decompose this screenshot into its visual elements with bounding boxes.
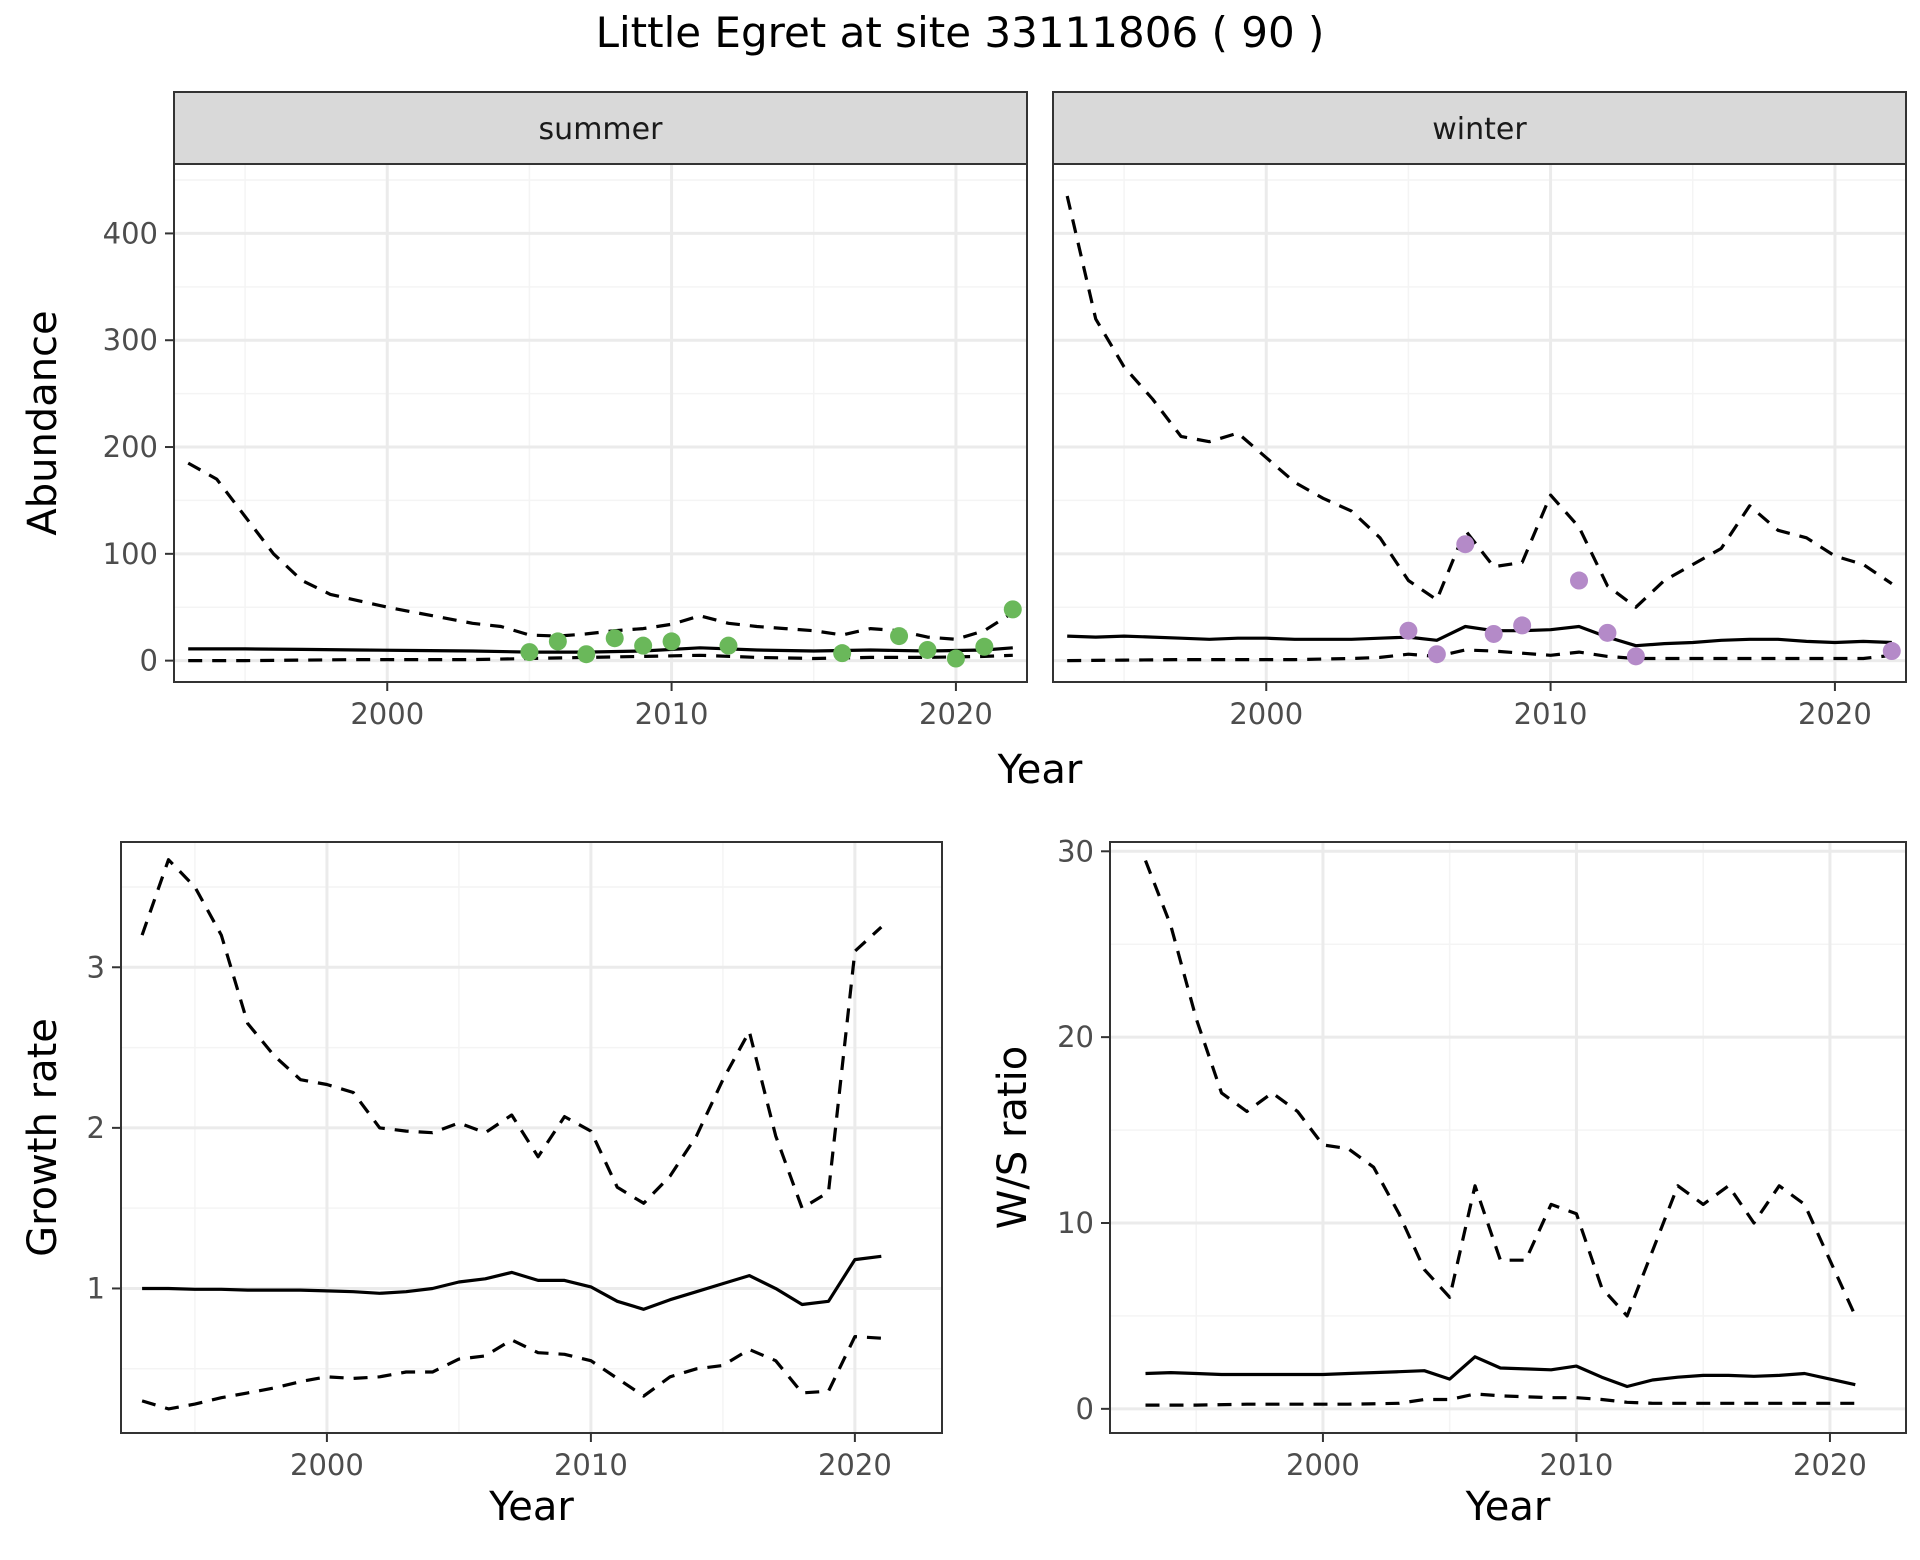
data-point-observed — [1484, 624, 1503, 643]
x-tick-label: 2000 — [1286, 1448, 1360, 1482]
panel-border — [120, 841, 943, 1434]
y-tick-label: 10 — [1057, 1206, 1094, 1240]
series-line-lower — [141, 1334, 882, 1411]
series-line-upper — [140, 858, 883, 1210]
y-axis-title: Abundance — [20, 310, 66, 535]
y-tick-label: 0 — [1076, 1392, 1094, 1426]
y-tick-label: 20 — [1057, 1020, 1094, 1054]
series-line-estimate — [1145, 1355, 1856, 1389]
x-tick-label: 2020 — [1793, 1448, 1867, 1482]
x-axis-title: Year — [488, 1484, 574, 1530]
panel-border — [1052, 163, 1907, 683]
data-point-observed — [662, 632, 681, 651]
data-point-observed — [890, 627, 909, 646]
series-line-upper — [1065, 195, 1893, 609]
x-tick-label: 2020 — [919, 697, 993, 731]
data-point-observed — [1456, 535, 1475, 554]
panel-border — [173, 163, 1028, 683]
data-point-observed — [577, 645, 596, 664]
series-line-estimate — [188, 646, 1013, 654]
chart-panel-2: winter 2000 2010 2020 — [1052, 91, 1907, 731]
y-axis-title: W/S ratio — [990, 1046, 1036, 1229]
facet-x-axis-title: Year — [997, 747, 1083, 793]
x-tick-label: 2010 — [554, 1448, 628, 1482]
x-tick-label: 2000 — [1229, 697, 1303, 731]
data-point-observed — [1003, 600, 1022, 619]
y-tick-label: 100 — [103, 537, 158, 571]
x-tick-label: 2010 — [635, 697, 709, 731]
series-line-estimate — [142, 1254, 882, 1311]
chart-panel-3: 2000 2010 2020 1 2 3 Growth rate Year — [20, 841, 943, 1530]
y-tick-label: 1 — [87, 1271, 105, 1305]
chart-panel-4: 2000 2010 2020 0 10 20 30 W/S ratio Year — [990, 834, 1907, 1530]
data-point-observed — [1626, 647, 1645, 666]
y-tick-label: 200 — [103, 430, 158, 464]
data-point-observed — [634, 636, 653, 655]
data-point-observed — [1570, 571, 1589, 590]
x-tick-label: 2000 — [350, 697, 424, 731]
facet-strip — [173, 91, 1028, 165]
series-line-upper — [1144, 860, 1857, 1318]
y-tick-label: 0 — [140, 644, 158, 678]
y-tick-label: 300 — [103, 323, 158, 357]
data-point-observed — [1882, 642, 1901, 661]
panel-border — [1109, 841, 1907, 1434]
data-point-observed — [833, 644, 852, 663]
data-point-observed — [520, 643, 539, 662]
data-point-observed — [719, 636, 738, 655]
chart-panel-1: summer 2000 2010 2020 0 100 200 300 400 Abundance — [20, 91, 1028, 731]
series-line-upper — [187, 461, 1014, 641]
data-point-observed — [548, 632, 567, 651]
x-tick-label: 2010 — [1514, 697, 1588, 731]
x-tick-label: 2020 — [818, 1448, 892, 1482]
data-point-observed — [1427, 645, 1446, 664]
x-tick-label: 2020 — [1798, 697, 1872, 731]
facet-strip — [1052, 91, 1907, 165]
data-point-observed — [918, 640, 937, 659]
data-point-observed — [1598, 623, 1617, 642]
series-line-estimate — [1067, 624, 1892, 648]
y-tick-label: 2 — [87, 1111, 105, 1145]
data-point-observed — [605, 629, 624, 648]
y-tick-label: 400 — [103, 216, 158, 250]
facet-strip-label: winter — [1432, 112, 1527, 147]
x-tick-label: 2010 — [1540, 1448, 1614, 1482]
y-tick-label: 3 — [87, 950, 105, 984]
series-line-lower — [1067, 648, 1892, 663]
data-point-observed — [975, 637, 994, 656]
data-point-observed — [946, 649, 965, 668]
y-tick-label: 30 — [1057, 834, 1094, 868]
figure-title: Little Egret at site 33111806 ( 90 ) — [595, 8, 1325, 57]
x-tick-label: 2000 — [290, 1448, 364, 1482]
facet-strip-label: summer — [539, 112, 664, 147]
data-point-observed — [1399, 621, 1418, 640]
x-axis-title: Year — [1465, 1484, 1551, 1530]
y-axis-title: Growth rate — [20, 1018, 66, 1257]
series-line-lower — [1145, 1392, 1856, 1407]
data-point-observed — [1513, 616, 1532, 635]
